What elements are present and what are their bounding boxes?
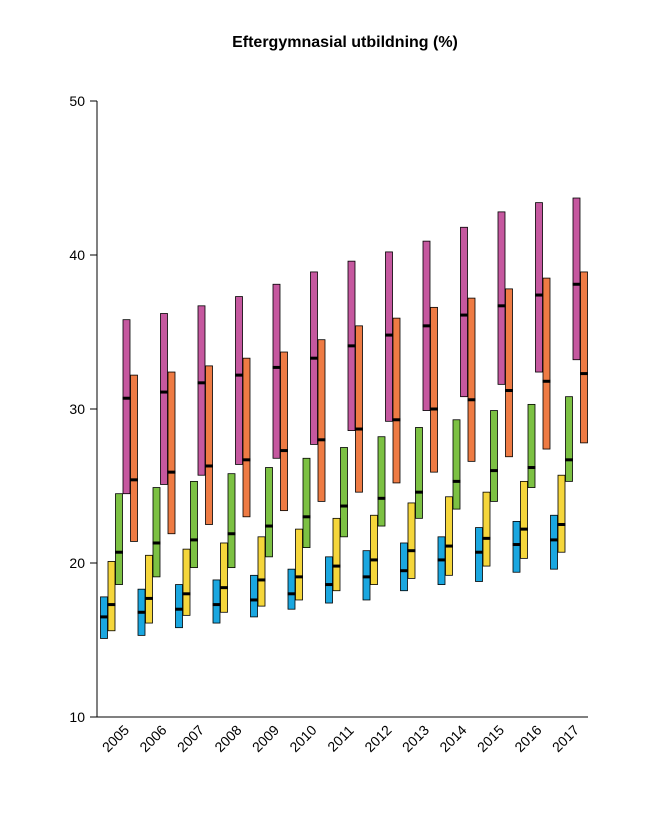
range-box (475, 527, 483, 582)
range-box (535, 202, 543, 373)
range-box (460, 226, 468, 398)
range-box (415, 427, 423, 519)
range-box (565, 396, 573, 482)
range-box (490, 410, 498, 502)
x-tick-label: 2017 (549, 722, 582, 755)
range-box (505, 288, 513, 458)
range-box (220, 542, 228, 613)
range-box (452, 419, 461, 510)
y-tick-label: 10 (69, 709, 85, 725)
range-box (467, 297, 476, 462)
range-box (497, 211, 506, 385)
range-box (115, 493, 123, 585)
range-box (385, 251, 393, 422)
x-axis: 2005 2006 2007 2008 2009 2010 2011 2012 2013 2014… (97, 716, 588, 755)
range-box (355, 325, 363, 493)
range-box (377, 436, 386, 527)
range-box (122, 319, 131, 495)
series-3 (115, 396, 573, 585)
range-box (325, 556, 333, 604)
range-box (152, 487, 161, 578)
range-box (302, 457, 311, 548)
range-box (557, 474, 566, 553)
range-box (407, 502, 416, 579)
range-box (205, 365, 213, 525)
range-box (160, 313, 168, 485)
y-tick-label: 50 (69, 93, 85, 109)
range-box (580, 271, 588, 444)
range-box (235, 296, 243, 465)
range-box (182, 548, 191, 616)
range-box (175, 584, 183, 629)
range-box (145, 554, 153, 624)
y-tick-label: 30 (69, 401, 85, 417)
range-box (340, 447, 348, 538)
range-box (107, 561, 116, 632)
series-2 (107, 474, 566, 632)
range-box (362, 550, 371, 601)
range-box (227, 473, 236, 569)
x-tick-label: 2008 (211, 722, 244, 755)
series-5 (130, 271, 588, 542)
x-tick-label: 2010 (286, 722, 319, 755)
range-box (520, 480, 528, 559)
x-tick-label: 2005 (99, 722, 132, 755)
range-box (250, 574, 258, 618)
range-box (280, 351, 288, 512)
range-box (445, 496, 453, 576)
range-box (392, 317, 401, 484)
range-box (572, 197, 581, 361)
range-box (542, 277, 551, 450)
range-box (197, 305, 206, 476)
range-box (400, 542, 408, 592)
range-box (332, 517, 341, 592)
x-tick-label: 2007 (174, 722, 207, 755)
y-tick-label: 20 (69, 555, 85, 571)
y-axis: 10 20 30 40 50 (69, 93, 98, 725)
series-4 (122, 197, 581, 495)
range-box (167, 371, 176, 535)
range-box (242, 357, 251, 518)
x-tick-label: 2014 (436, 722, 469, 755)
range-box (212, 579, 221, 624)
range-box (265, 467, 273, 558)
range-box (130, 374, 138, 542)
range-box (317, 339, 326, 502)
range-box (527, 403, 536, 488)
y-tick-label: 40 (69, 247, 85, 263)
x-tick-label: 2015 (474, 722, 507, 755)
x-tick-label: 2011 (324, 722, 357, 755)
range-box (370, 514, 378, 585)
x-tick-label: 2009 (249, 722, 282, 755)
range-box (512, 521, 521, 573)
x-tick-label: 2016 (511, 722, 544, 755)
chart-title: Eftergymnasial utbildning (%) (232, 34, 458, 51)
range-box (257, 536, 266, 607)
range-box (295, 528, 303, 601)
range-box (550, 514, 558, 570)
range-box (272, 283, 281, 459)
range-box (287, 568, 296, 610)
range-box (430, 306, 438, 473)
x-tick-label: 2013 (399, 722, 432, 755)
x-tick-label: 2006 (136, 722, 169, 755)
range-box (190, 480, 198, 569)
x-tick-label: 2012 (361, 722, 394, 755)
range-box (482, 491, 491, 567)
plot-area (100, 197, 588, 639)
series-1 (100, 514, 558, 639)
